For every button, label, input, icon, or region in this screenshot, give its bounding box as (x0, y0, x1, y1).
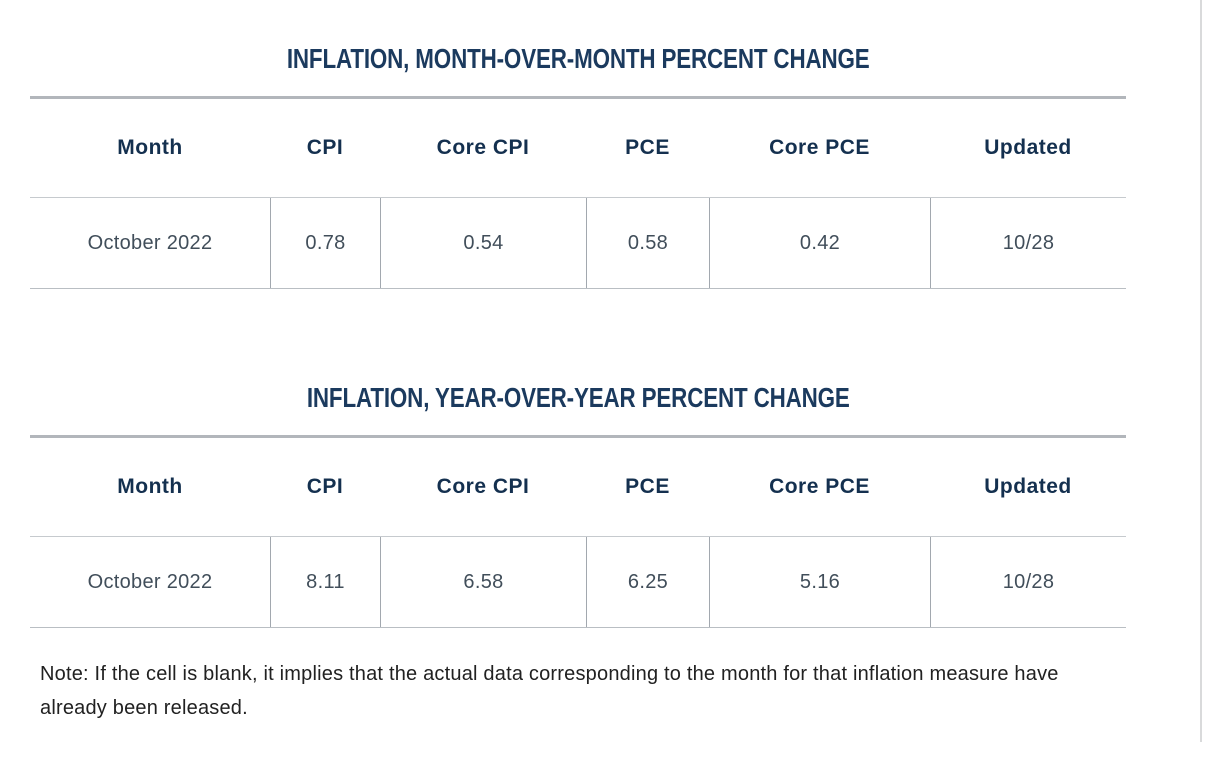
mom-table-title: INFLATION, MONTH-OVER-MONTH PERCENT CHAN… (30, 42, 1126, 76)
column-header-pce: PCE (625, 475, 670, 498)
cell-pce: 0.58 (586, 198, 709, 288)
yoy-table-title-text: INFLATION, YEAR-OVER-YEAR PERCENT CHANGE (306, 382, 850, 413)
column-header-month: Month (117, 136, 183, 159)
cell-core-cpi: 0.54 (380, 198, 586, 288)
column-header-core-pce: Core PCE (769, 475, 870, 498)
cell-month: October 2022 (87, 570, 213, 593)
mom-table-title-text: INFLATION, MONTH-OVER-MONTH PERCENT CHAN… (286, 43, 870, 74)
mom-table-row: October 2022 0.78 0.54 0.58 0.42 10/28 (30, 197, 1126, 289)
cell-updated: 10/28 (930, 537, 1126, 627)
yoy-header-row: Month CPI Core CPI PCE Core PCE Updated (30, 438, 1126, 536)
yoy-table-row: October 2022 8.11 6.58 6.25 5.16 10/28 (30, 536, 1126, 628)
column-header-updated: Updated (984, 136, 1072, 159)
right-divider-line (1200, 0, 1202, 742)
column-header-updated: Updated (984, 475, 1072, 498)
column-header-core-cpi: Core CPI (436, 136, 530, 159)
cell-month: October 2022 (87, 231, 213, 254)
cell-pce: 6.25 (586, 537, 709, 627)
column-header-core-cpi: Core CPI (436, 475, 530, 498)
cell-updated: 10/28 (930, 198, 1126, 288)
column-header-cpi: CPI (306, 475, 344, 498)
yoy-table-title: INFLATION, YEAR-OVER-YEAR PERCENT CHANGE (30, 381, 1126, 415)
mom-header-row: Month CPI Core CPI PCE Core PCE Updated (30, 99, 1126, 197)
cell-cpi: 8.11 (270, 537, 380, 627)
footnote: Note: If the cell is blank, it implies t… (40, 663, 1059, 719)
column-header-month: Month (117, 475, 183, 498)
yoy-title-rule (30, 435, 1126, 438)
cell-core-pce: 5.16 (709, 537, 930, 627)
column-header-cpi: CPI (306, 136, 344, 159)
cell-core-cpi: 6.58 (380, 537, 586, 627)
cell-cpi: 0.78 (270, 198, 380, 288)
cell-core-pce: 0.42 (709, 198, 930, 288)
mom-title-rule (30, 96, 1126, 99)
column-header-core-pce: Core PCE (769, 136, 870, 159)
column-header-pce: PCE (625, 136, 670, 159)
